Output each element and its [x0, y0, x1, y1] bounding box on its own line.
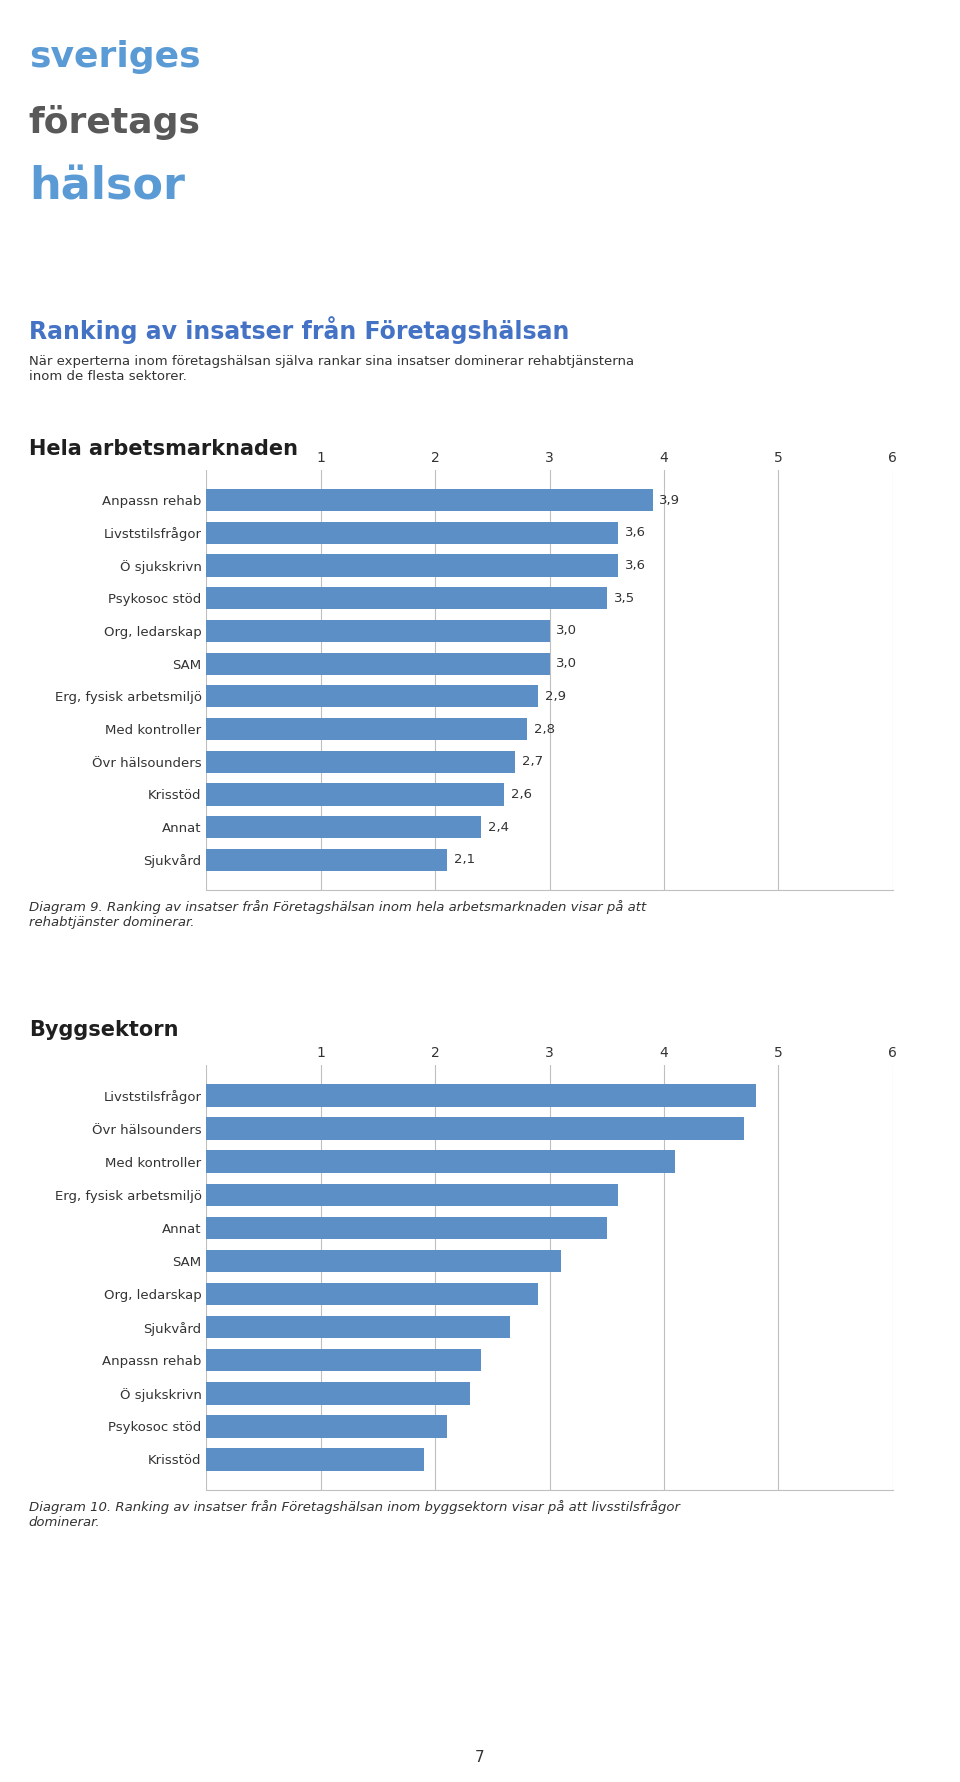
- Bar: [206, 1217, 607, 1238]
- Bar: [206, 1315, 510, 1338]
- Bar: [206, 784, 504, 805]
- Bar: [206, 686, 539, 707]
- Bar: [206, 586, 607, 609]
- Bar: [206, 1083, 756, 1107]
- Text: 7: 7: [475, 1750, 485, 1764]
- Bar: [206, 1383, 469, 1404]
- Text: 3,0: 3,0: [557, 658, 578, 670]
- Text: När experterna inom företagshälsan själva rankar sina insatser dominerar rehabtj: När experterna inom företagshälsan själv…: [29, 355, 634, 383]
- Text: 3,0: 3,0: [557, 624, 578, 638]
- Bar: [206, 1117, 744, 1140]
- Bar: [206, 522, 618, 544]
- Bar: [206, 554, 618, 577]
- Bar: [206, 652, 549, 675]
- Bar: [206, 1151, 676, 1173]
- Bar: [206, 1283, 539, 1304]
- Text: 2,7: 2,7: [522, 756, 543, 768]
- Text: Byggsektorn: Byggsektorn: [29, 1019, 179, 1041]
- Bar: [206, 816, 481, 838]
- Bar: [206, 620, 549, 642]
- Text: 2,4: 2,4: [488, 820, 509, 834]
- Bar: [206, 1249, 561, 1272]
- Text: hälsor: hälsor: [29, 166, 184, 208]
- Text: Diagram 9. Ranking av insatser från Företagshälsan inom hela arbetsmarknaden vis: Diagram 9. Ranking av insatser från Före…: [29, 900, 646, 928]
- Text: 2,9: 2,9: [545, 690, 566, 702]
- Text: Ranking av insatser från Företagshälsan: Ranking av insatser från Företagshälsan: [29, 315, 569, 344]
- Bar: [206, 1415, 446, 1438]
- Bar: [206, 1349, 481, 1372]
- Text: 2,1: 2,1: [453, 854, 474, 866]
- Text: Hela arbetsmarknaden: Hela arbetsmarknaden: [29, 438, 298, 460]
- Text: Diagram 10. Ranking av insatser från Företagshälsan inom byggsektorn visar på at: Diagram 10. Ranking av insatser från För…: [29, 1500, 680, 1529]
- Bar: [206, 848, 446, 871]
- Text: sveriges: sveriges: [29, 39, 201, 75]
- Text: 3,6: 3,6: [625, 560, 646, 572]
- Bar: [206, 750, 516, 773]
- Bar: [206, 488, 653, 511]
- Text: 2,6: 2,6: [511, 788, 532, 800]
- Text: 3,9: 3,9: [660, 494, 681, 506]
- Text: 3,5: 3,5: [613, 592, 635, 604]
- Bar: [206, 1183, 618, 1206]
- Text: 3,6: 3,6: [625, 526, 646, 540]
- Bar: [206, 718, 527, 740]
- Text: 2,8: 2,8: [534, 722, 555, 736]
- Bar: [206, 1449, 423, 1470]
- Text: företags: företags: [29, 105, 201, 141]
